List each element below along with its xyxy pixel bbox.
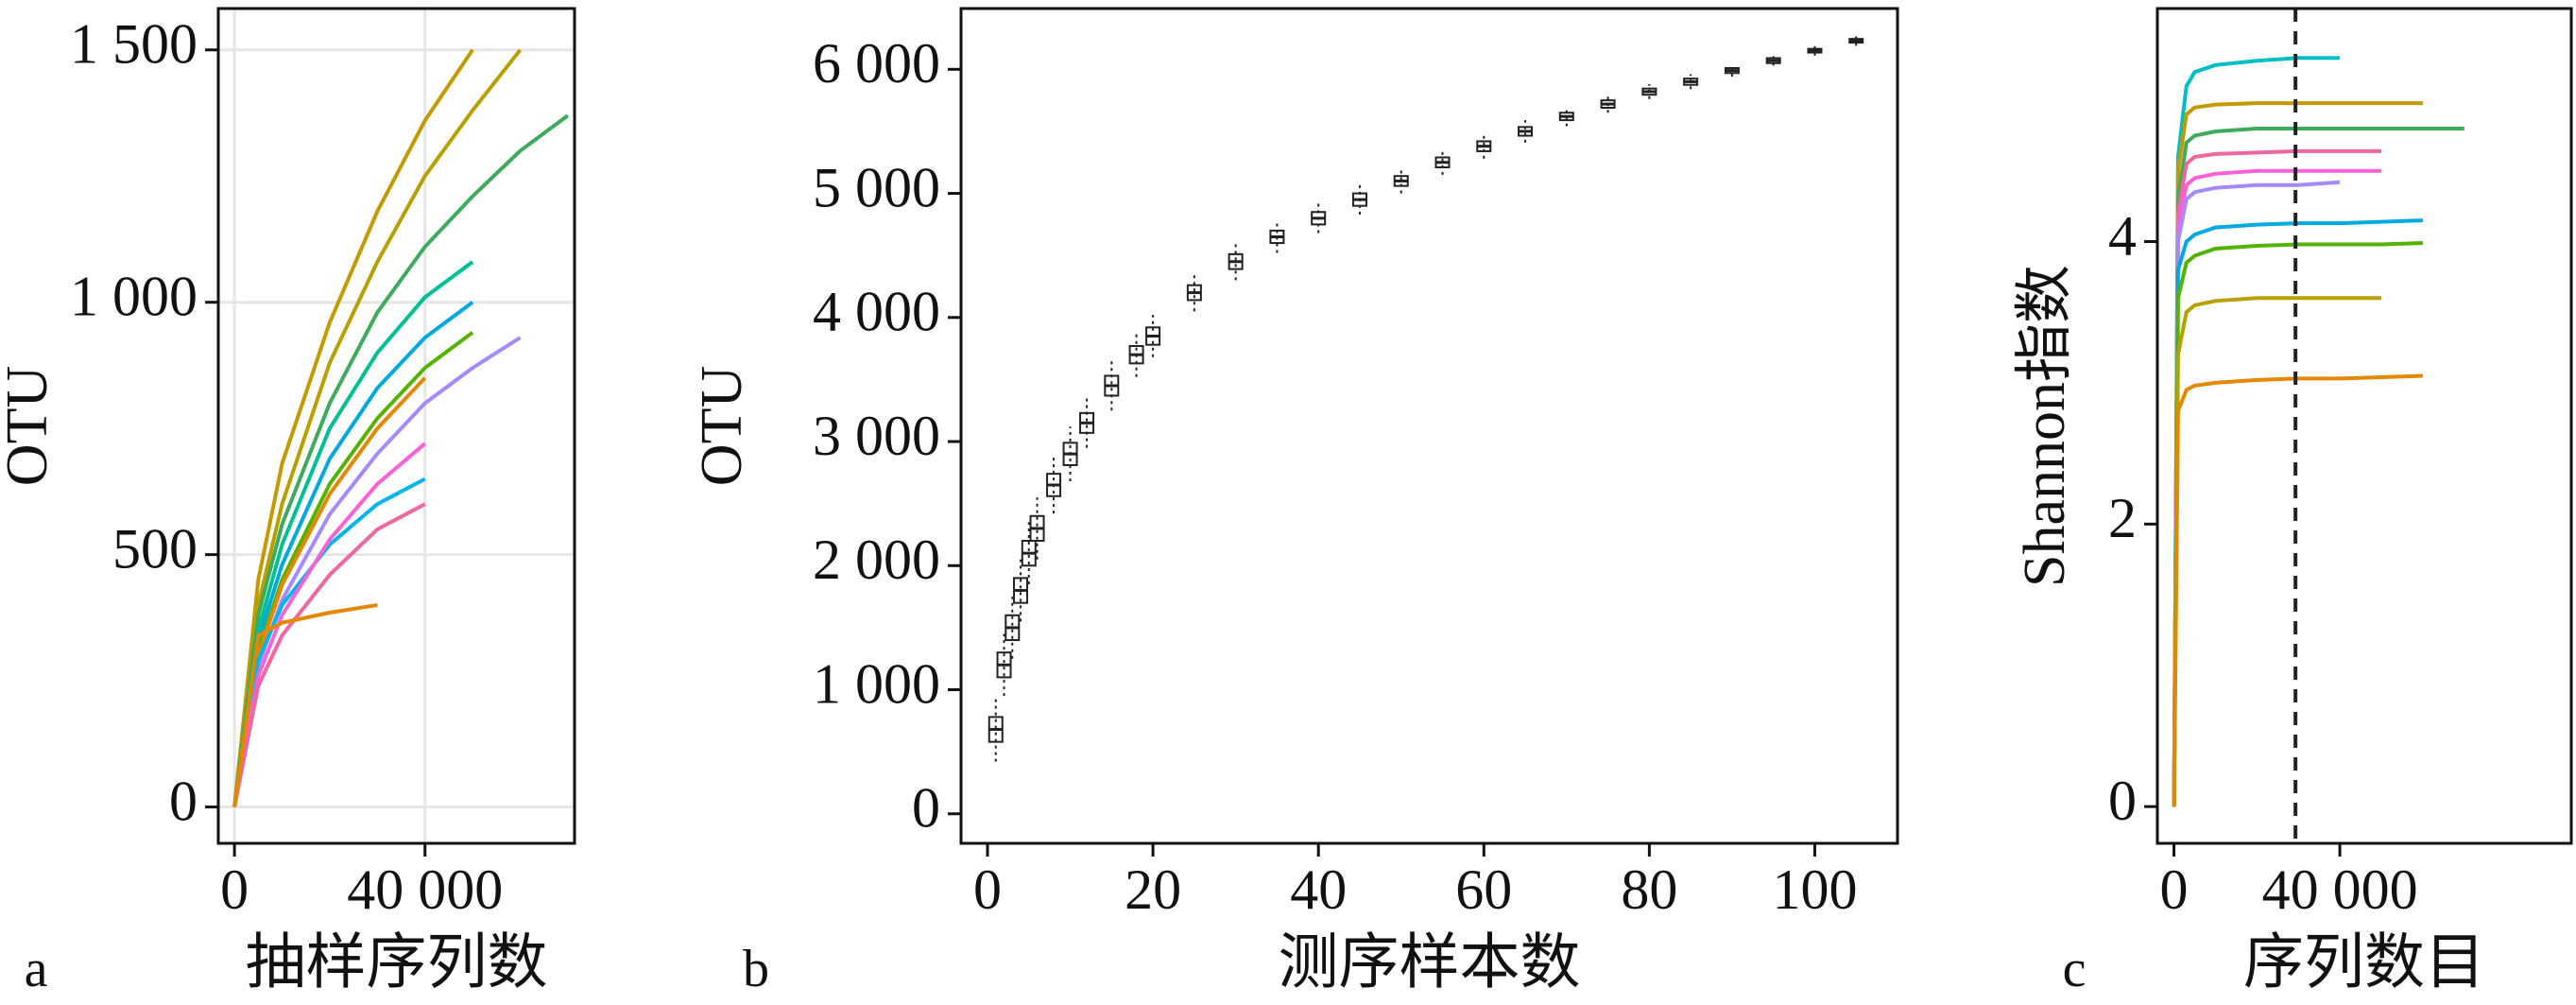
x-tick-label: 40 — [1290, 858, 1347, 921]
series-line — [2172, 148, 2381, 807]
series-line — [2172, 218, 2423, 807]
series-line — [232, 502, 426, 807]
series-line — [2172, 296, 2381, 807]
x-tick-label: 0 — [220, 858, 249, 921]
panel-border — [216, 7, 576, 845]
y-tick-label: 1 000 — [70, 265, 197, 327]
y-tick-label: 1 000 — [813, 652, 940, 715]
y-tick-label: 3 000 — [813, 405, 940, 467]
y-tick-label: 2 000 — [813, 528, 940, 591]
panel-border — [959, 7, 1899, 845]
y-tick-label: 1 500 — [70, 13, 197, 76]
y-tick-label: 6 000 — [813, 32, 940, 95]
y-axis-title: OTU — [690, 366, 754, 486]
x-axis-title: 测序样本数 — [1279, 929, 1581, 996]
panel-border — [2155, 7, 2573, 845]
y-tick-label: 0 — [2108, 770, 2137, 832]
panel-background — [218, 9, 575, 843]
y-tick-label: 500 — [112, 517, 197, 580]
x-tick-label: 60 — [1455, 858, 1512, 921]
series-line — [2172, 241, 2423, 807]
y-axis-title: Shannon指数 — [2013, 265, 2077, 587]
y-tick-label: 4 000 — [813, 281, 940, 343]
y-tick-label: 0 — [912, 777, 940, 840]
x-tick-label: 0 — [2160, 858, 2189, 921]
series-line — [2172, 56, 2341, 807]
x-tick-label: 40 000 — [2262, 858, 2418, 921]
x-tick-label: 100 — [1772, 858, 1857, 921]
series-line — [2172, 180, 2341, 807]
series-line — [232, 113, 570, 807]
y-tick-label: 2 — [2108, 487, 2137, 549]
x-tick-label: 0 — [973, 858, 1002, 921]
panel-label: a — [25, 940, 48, 998]
series-line — [232, 48, 474, 807]
y-tick-label: 0 — [169, 770, 197, 832]
x-tick-label: 20 — [1125, 858, 1181, 921]
series-line — [2172, 373, 2423, 807]
x-axis-title: 序列数目 — [2243, 929, 2485, 996]
series-line — [2172, 101, 2423, 807]
y-axis-title: OTU — [0, 366, 60, 486]
x-axis-title: 抽样序列数 — [246, 929, 548, 996]
series-line — [232, 603, 378, 807]
y-tick-label: 4 — [2108, 204, 2137, 267]
x-tick-label: 40 000 — [347, 858, 503, 921]
series-line — [232, 48, 523, 807]
series-line — [232, 260, 474, 807]
panel-label: c — [2063, 940, 2087, 998]
series-line — [2172, 168, 2381, 807]
x-tick-label: 80 — [1621, 858, 1677, 921]
y-tick-label: 5 000 — [813, 156, 940, 218]
panel-label: b — [743, 940, 769, 998]
series-line — [2172, 127, 2464, 807]
